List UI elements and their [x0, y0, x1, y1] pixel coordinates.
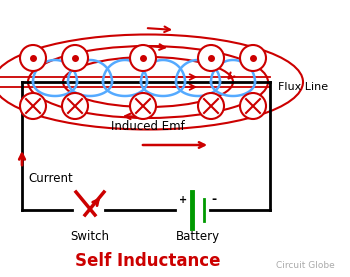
Text: Induced Emf: Induced Emf	[111, 120, 185, 133]
Text: Current: Current	[28, 171, 73, 184]
Circle shape	[198, 45, 224, 71]
Text: Battery: Battery	[176, 230, 220, 243]
Circle shape	[240, 93, 266, 119]
Circle shape	[62, 45, 88, 71]
Circle shape	[130, 93, 156, 119]
Text: +: +	[179, 195, 187, 205]
Circle shape	[20, 45, 46, 71]
Circle shape	[240, 45, 266, 71]
Circle shape	[62, 93, 88, 119]
Text: Self Inductance: Self Inductance	[75, 252, 221, 270]
Circle shape	[198, 93, 224, 119]
Text: Circuit Globe: Circuit Globe	[276, 261, 334, 270]
Text: Switch: Switch	[70, 230, 110, 243]
Text: Flux Line: Flux Line	[278, 82, 328, 92]
Circle shape	[130, 45, 156, 71]
Circle shape	[20, 93, 46, 119]
Text: -: -	[211, 194, 217, 206]
